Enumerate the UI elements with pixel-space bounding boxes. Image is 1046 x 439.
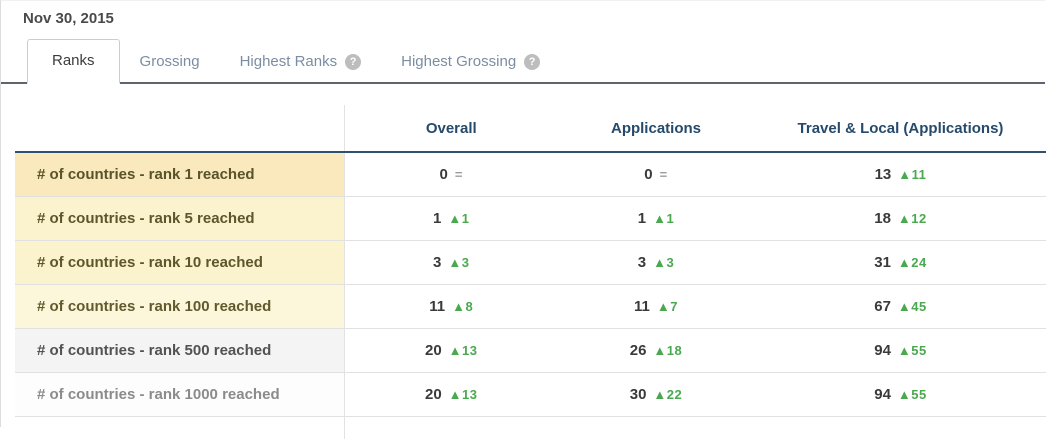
change-indicator: =	[455, 167, 463, 182]
rank-count: 20	[425, 342, 442, 359]
table-row: # of countries - rank 100 reached 11 ▲8 1…	[1, 285, 1046, 329]
tab-grossing[interactable]: Grossing	[120, 42, 220, 82]
change-indicator: ▲24	[898, 255, 927, 270]
date-label: Nov 30, 2015	[1, 1, 1045, 27]
table-row: # of countries - rank 5 reached 1▲1 1▲1 …	[1, 197, 1046, 241]
tab-highest-ranks[interactable]: Highest Ranks ?	[220, 42, 382, 82]
rank-count: 20	[425, 386, 442, 403]
change-indicator: ▲13	[449, 343, 478, 358]
cell-overall: 0=	[344, 152, 558, 197]
tab-highest-grossing-label: Highest Grossing	[401, 42, 516, 82]
row-label: # of countries - rank 100 reached	[15, 285, 344, 329]
change-indicator: ▲45	[898, 299, 927, 314]
change-indicator: ▲1	[653, 211, 674, 226]
column-header-overall: Overall	[344, 105, 558, 152]
change-indicator: ▲3	[448, 255, 469, 270]
change-indicator: ▲55	[898, 343, 927, 358]
change-indicator: ▲7	[657, 299, 678, 314]
row-label: # of countries - rank 5 reached	[15, 197, 344, 241]
rank-count: 0	[644, 166, 652, 183]
cell-travel-local: 31 ▲24	[754, 241, 1046, 285]
change-indicator: ▲11	[898, 167, 926, 182]
cell-travel-local: 67 ▲45	[754, 285, 1046, 329]
tab-grossing-label: Grossing	[140, 42, 200, 82]
change-indicator: ▲3	[653, 255, 674, 270]
ranks-panel: Nov 30, 2015 Ranks Grossing Highest Rank…	[0, 0, 1045, 427]
column-header-travel-local: Travel & Local (Applications)	[754, 105, 1046, 152]
cell-overall: 11 ▲8	[344, 285, 558, 329]
change-indicator: ▲13	[449, 387, 478, 402]
rank-count: 94	[874, 342, 891, 359]
cell-applications: 30 ▲22	[558, 373, 754, 417]
header-spacer	[1, 105, 15, 152]
tab-highest-ranks-label: Highest Ranks	[240, 42, 338, 82]
cell-travel-local: 18 ▲12	[754, 197, 1046, 241]
change-indicator: ▲22	[653, 387, 682, 402]
cell-applications: 3 ▲3	[558, 241, 754, 285]
change-indicator: =	[660, 167, 668, 182]
question-mark-icon[interactable]: ?	[524, 54, 540, 70]
change-indicator: ▲12	[898, 211, 927, 226]
rank-count: 18	[874, 210, 891, 227]
cell-applications: 26 ▲18	[558, 329, 754, 373]
rank-count: 3	[638, 254, 646, 271]
rank-count: 31	[874, 254, 891, 271]
column-header-blank	[15, 105, 344, 152]
rank-count: 11	[634, 298, 650, 315]
rank-count: 1	[433, 210, 441, 227]
cell-overall: 20 ▲13	[344, 329, 558, 373]
tab-bar: Ranks Grossing Highest Ranks ? Highest G…	[1, 40, 1045, 84]
row-label: # of countries - rank 500 reached	[15, 329, 344, 373]
cell-overall: 20 ▲13	[344, 373, 558, 417]
tab-ranks-label: Ranks	[52, 41, 95, 81]
question-mark-icon[interactable]: ?	[345, 54, 361, 70]
rank-count: 11	[429, 298, 445, 315]
row-label: # of countries - rank 10 reached	[15, 241, 344, 285]
change-indicator: ▲55	[898, 387, 927, 402]
cell-travel-local: 13 ▲11	[754, 152, 1046, 197]
tab-ranks[interactable]: Ranks	[27, 39, 120, 84]
cell-overall: 1 ▲1	[344, 197, 558, 241]
cell-applications: 11 ▲7	[558, 285, 754, 329]
rank-count: 1	[638, 210, 646, 227]
rank-count: 13	[875, 166, 892, 183]
rank-count: 26	[630, 342, 647, 359]
table-row: # of countries - rank 10 reached 3 ▲3 3 ▲3…	[1, 241, 1046, 285]
rank-count: 67	[874, 298, 891, 315]
cell-applications: 1 ▲1	[558, 197, 754, 241]
change-indicator: ▲1	[448, 211, 469, 226]
rank-count: 3	[433, 254, 441, 271]
countries-rank-table: Overall Applications Travel & Local (App…	[1, 105, 1046, 439]
table-header-row: Overall Applications Travel & Local (App…	[1, 105, 1046, 152]
cell-applications: 0=	[558, 152, 754, 197]
row-label: # of countries - rank 1000 reached	[15, 373, 344, 417]
table-row: # of countries - rank 500 reached 20▲13 …	[1, 329, 1046, 373]
row-label: # of countries - rank 1 reached	[15, 152, 344, 197]
rank-count: 94	[874, 386, 891, 403]
rank-count: 30	[630, 386, 647, 403]
rank-count: 0	[440, 166, 448, 183]
cell-travel-local: 94 ▲55	[754, 373, 1046, 417]
change-indicator: ▲18	[653, 343, 682, 358]
table-row: # of countries - rank 1 reached 0= 0= 13…	[1, 152, 1046, 197]
column-header-applications: Applications	[558, 105, 754, 152]
cell-travel-local: 94 ▲55	[754, 329, 1046, 373]
cell-overall: 3 ▲3	[344, 241, 558, 285]
tab-highest-grossing[interactable]: Highest Grossing ?	[381, 42, 560, 82]
table-row: # of countries - rank 1000 reached 20 ▲13…	[1, 373, 1046, 417]
change-indicator: ▲8	[452, 299, 473, 314]
